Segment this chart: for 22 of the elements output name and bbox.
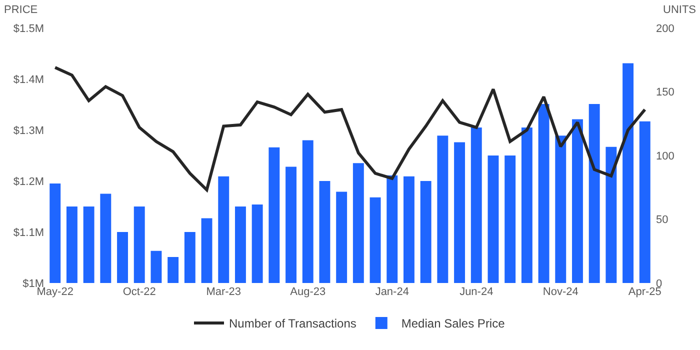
y-tick-label: $1.1M xyxy=(13,226,44,239)
x-tick-label: Mar-23 xyxy=(206,286,242,298)
y-axis-title: PRICE xyxy=(4,4,38,16)
legend-label: Number of Transactions xyxy=(229,316,356,331)
y-tick-label: $1.3M xyxy=(13,124,44,137)
x-tick-label: Aug-23 xyxy=(290,286,326,298)
y2-tick-label: 200 xyxy=(656,22,674,35)
x-tick-label: Oct-22 xyxy=(122,286,156,298)
legend-label: Median Sales Price xyxy=(401,316,506,331)
y2-tick-label: 50 xyxy=(656,214,668,226)
x-tick-label: Jun-24 xyxy=(460,286,494,298)
x-tick-label: May-22 xyxy=(36,286,74,298)
y2-axis-title: UNITS xyxy=(663,4,696,16)
y2-tick-label: 150 xyxy=(656,86,674,99)
x-tick-label: Nov-24 xyxy=(542,286,578,298)
y-tick-label: $1.2M xyxy=(13,176,44,188)
x-tick-label: Apr-25 xyxy=(628,286,662,298)
x-tick-label: Jan-24 xyxy=(375,286,409,298)
y-tick-label: $1.4M xyxy=(13,74,44,86)
line-series xyxy=(54,66,646,192)
y2-tick-label: 100 xyxy=(656,150,674,162)
y-tick-label: $1.5M xyxy=(13,22,44,35)
